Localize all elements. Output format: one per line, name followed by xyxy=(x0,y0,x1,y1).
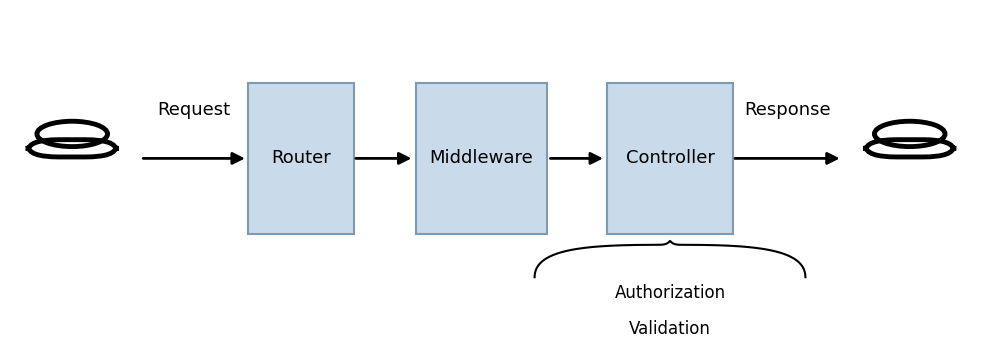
Text: Request: Request xyxy=(157,101,229,119)
Text: Middleware: Middleware xyxy=(429,149,533,167)
Bar xyxy=(607,83,732,234)
Bar xyxy=(248,83,353,234)
Text: Validation: Validation xyxy=(628,320,710,338)
Text: Router: Router xyxy=(271,149,331,167)
Text: Controller: Controller xyxy=(625,149,713,167)
Text: Authorization: Authorization xyxy=(614,284,724,302)
Bar xyxy=(416,83,546,234)
Text: Response: Response xyxy=(743,101,830,119)
